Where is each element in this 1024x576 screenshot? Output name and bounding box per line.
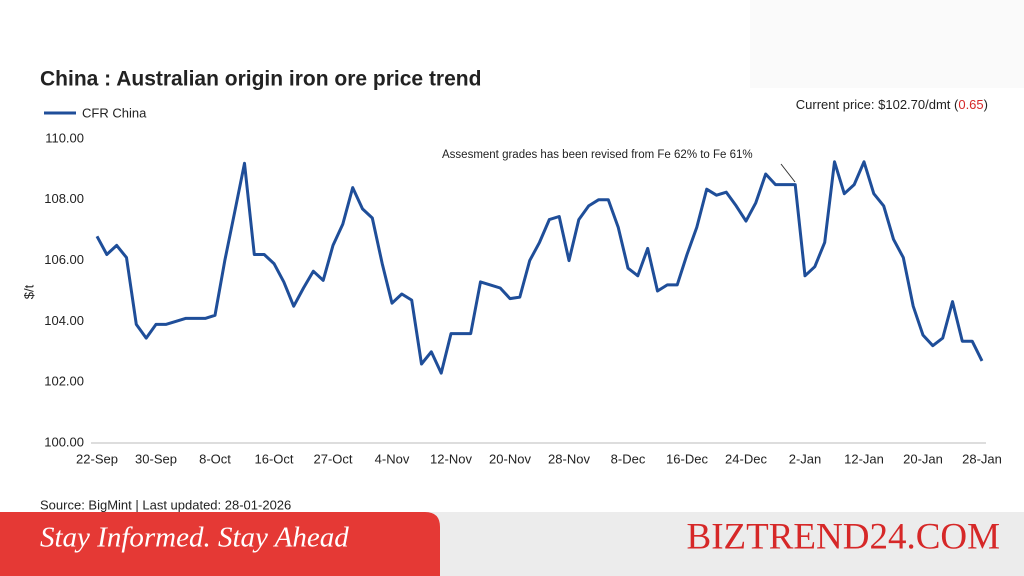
x-tick-label: 30-Sep bbox=[135, 451, 177, 466]
x-tick-label: 27-Oct bbox=[313, 451, 352, 466]
x-tick-label: 28-Nov bbox=[548, 451, 590, 466]
y-tick-label: 106.00 bbox=[44, 252, 84, 267]
x-tick-label: 16-Oct bbox=[254, 451, 293, 466]
x-tick-label: 20-Jan bbox=[903, 451, 943, 466]
y-tick-label: 108.00 bbox=[44, 191, 84, 206]
tagline: Stay Informed. Stay Ahead bbox=[40, 522, 349, 554]
x-tick-label: 24-Dec bbox=[725, 451, 767, 466]
corner-panel bbox=[750, 0, 1024, 88]
x-tick-label: 4-Nov bbox=[375, 451, 410, 466]
banner-red bbox=[0, 512, 440, 576]
y-axis-label: $/t bbox=[21, 284, 36, 299]
source: Source: BigMint | Last updated: 28-01-20… bbox=[40, 497, 291, 512]
x-tick-label: 12-Nov bbox=[430, 451, 472, 466]
y-tick-label: 100.00 bbox=[44, 434, 84, 449]
x-tick-label: 8-Oct bbox=[199, 451, 231, 466]
x-tick-label: 8-Dec bbox=[611, 451, 646, 466]
y-tick-label: 110.00 bbox=[45, 130, 84, 145]
price-change: 0.65 bbox=[958, 97, 983, 112]
current-price-close: ) bbox=[984, 97, 988, 112]
brand: BIZTREND24.COM bbox=[687, 516, 1000, 557]
x-tick-label: 28-Jan bbox=[962, 451, 1002, 466]
x-tick-label: 2-Jan bbox=[789, 451, 822, 466]
annotation-leader bbox=[780, 163, 796, 183]
current-price: Current price: $102.70/dmt (0.65) bbox=[796, 97, 988, 112]
y-tick-label: 104.00 bbox=[44, 313, 84, 328]
chart-title: China : Australian origin iron ore price… bbox=[40, 68, 481, 91]
x-tick-label: 22-Sep bbox=[76, 451, 118, 466]
current-price-text: Current price: $102.70/dmt ( bbox=[796, 97, 959, 112]
line-series bbox=[95, 160, 984, 375]
x-tick-label: 12-Jan bbox=[844, 451, 884, 466]
annotation: Assesment grades has been revised from F… bbox=[442, 149, 753, 161]
x-tick-label: 20-Nov bbox=[489, 451, 531, 466]
y-tick-label: 102.00 bbox=[44, 374, 84, 389]
x-tick-label: 16-Dec bbox=[666, 451, 708, 466]
legend-label: CFR China bbox=[82, 105, 147, 120]
